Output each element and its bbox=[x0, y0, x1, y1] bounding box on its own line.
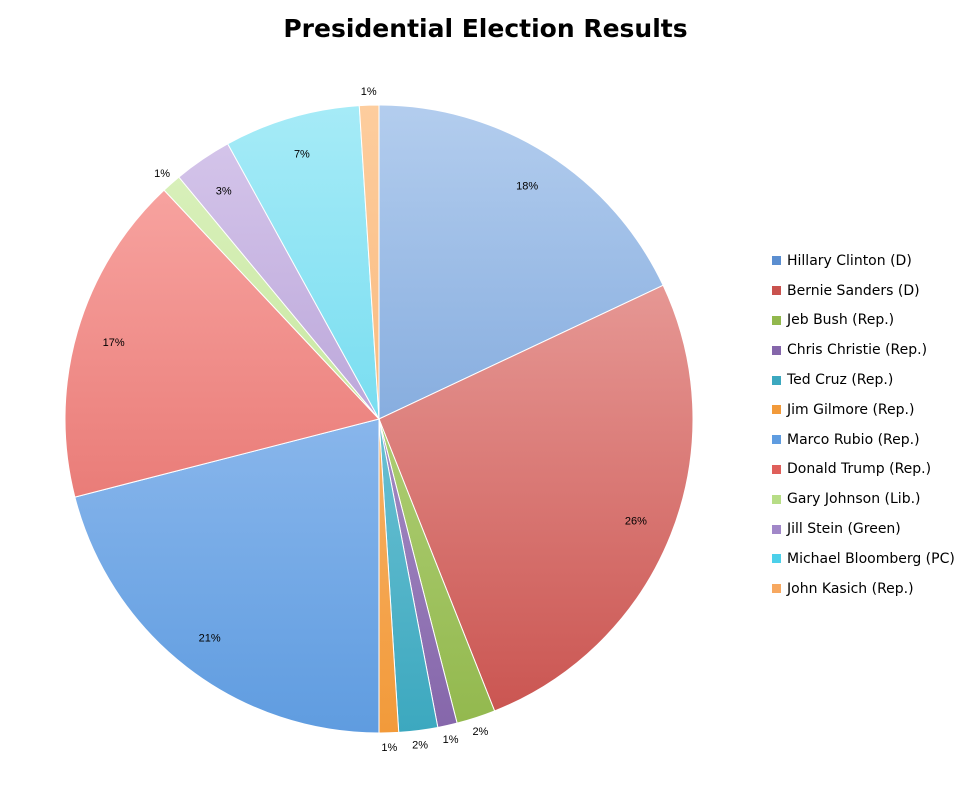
pie-slice-marco-rubio-rep bbox=[74, 418, 380, 734]
pie-label-jeb-bush-rep: 2% bbox=[472, 726, 488, 738]
legend-item-john-kasich-rep: John Kasich (Rep.) bbox=[772, 574, 955, 604]
pie-slice-donald-trump-rep bbox=[64, 189, 380, 498]
pie-label-ted-cruz-rep: 2% bbox=[412, 739, 428, 751]
pie-label-marco-rubio-rep: 21% bbox=[199, 632, 221, 644]
legend-item-bernie-sanders-d: Bernie Sanders (D) bbox=[772, 276, 955, 306]
legend-swatch bbox=[772, 464, 781, 474]
legend-item-marco-rubio-rep: Marco Rubio (Rep.) bbox=[772, 425, 955, 455]
legend-label: Marco Rubio (Rep.) bbox=[787, 431, 920, 448]
legend-label: Jim Gilmore (Rep.) bbox=[787, 401, 915, 418]
pie-label-john-kasich-rep: 1% bbox=[361, 86, 377, 98]
legend: Hillary Clinton (D) Bernie Sanders (D) Jeb… bbox=[772, 246, 955, 604]
legend-swatch bbox=[772, 494, 781, 504]
pie-label-hillary-clinton-d: 18% bbox=[516, 181, 538, 193]
pie-label-donald-trump-rep: 17% bbox=[103, 337, 125, 349]
legend-swatch bbox=[772, 584, 781, 594]
legend-label: John Kasich (Rep.) bbox=[787, 580, 914, 597]
pie-label-bernie-sanders-d: 26% bbox=[625, 516, 647, 528]
pie-slice-hillary-clinton-d bbox=[378, 104, 664, 420]
legend-label: Hillary Clinton (D) bbox=[787, 252, 912, 269]
legend-label: Bernie Sanders (D) bbox=[787, 282, 920, 299]
legend-swatch bbox=[772, 256, 781, 266]
pie-slice-michael-bloomberg-pc bbox=[227, 105, 380, 420]
pie-label-chris-christie-rep: 1% bbox=[443, 734, 459, 746]
pie-slice-bernie-sanders-d bbox=[378, 284, 694, 712]
pie-labels: 18% 26% 2% 1% 2% 1% 21% 17% 1% 3% 7% 1% bbox=[103, 86, 647, 754]
legend-label: Michael Bloomberg (PC) bbox=[787, 550, 955, 567]
legend-swatch bbox=[772, 375, 781, 385]
legend-swatch bbox=[772, 286, 781, 296]
legend-swatch bbox=[772, 554, 781, 564]
legend-label: Jill Stein (Green) bbox=[787, 521, 901, 538]
legend-item-ted-cruz-rep: Ted Cruz (Rep.) bbox=[772, 365, 955, 395]
legend-label: Gary Johnson (Lib.) bbox=[787, 491, 921, 508]
legend-swatch bbox=[772, 345, 781, 355]
legend-swatch bbox=[772, 315, 781, 325]
legend-item-chris-christie-rep: Chris Christie (Rep.) bbox=[772, 335, 955, 365]
legend-item-hillary-clinton-d: Hillary Clinton (D) bbox=[772, 246, 955, 276]
pie-slice-john-kasich-rep bbox=[358, 104, 380, 420]
legend-label: Jeb Bush (Rep.) bbox=[787, 312, 895, 329]
legend-item-donald-trump-rep: Donald Trump (Rep.) bbox=[772, 455, 955, 485]
chart-title: Presidential Election Results bbox=[283, 14, 688, 43]
pie-label-jill-stein-green: 3% bbox=[216, 186, 232, 198]
legend-label: Donald Trump (Rep.) bbox=[787, 461, 932, 478]
pie-label-jim-gilmore-rep: 1% bbox=[381, 742, 397, 754]
legend-item-gary-johnson-lib: Gary Johnson (Lib.) bbox=[772, 484, 955, 514]
legend-label: Ted Cruz (Rep.) bbox=[787, 372, 894, 389]
legend-item-jeb-bush-rep: Jeb Bush (Rep.) bbox=[772, 306, 955, 336]
legend-item-jill-stein-green: Jill Stein (Green) bbox=[772, 514, 955, 544]
legend-label: Chris Christie (Rep.) bbox=[787, 342, 928, 359]
legend-swatch bbox=[772, 435, 781, 445]
legend-swatch bbox=[772, 405, 781, 415]
legend-item-jim-gilmore-rep: Jim Gilmore (Rep.) bbox=[772, 395, 955, 425]
pie-label-michael-bloomberg-pc: 7% bbox=[294, 149, 310, 161]
legend-swatch bbox=[772, 524, 781, 534]
pie-label-gary-johnson-lib: 1% bbox=[154, 168, 170, 180]
pie-slices bbox=[64, 104, 694, 734]
legend-item-michael-bloomberg-pc: Michael Bloomberg (PC) bbox=[772, 544, 955, 574]
